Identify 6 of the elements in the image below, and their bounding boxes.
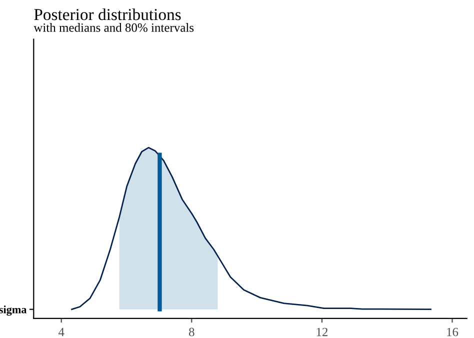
x-tick-label: 12 <box>316 328 328 336</box>
x-tick-label: 4 <box>58 328 64 336</box>
x-tick-label: 16 <box>447 328 458 336</box>
chart-title: Posterior distributions <box>34 8 181 20</box>
x-tick-label: 8 <box>188 328 194 336</box>
chart-subtitle: with medians and 80% intervals <box>34 23 194 32</box>
